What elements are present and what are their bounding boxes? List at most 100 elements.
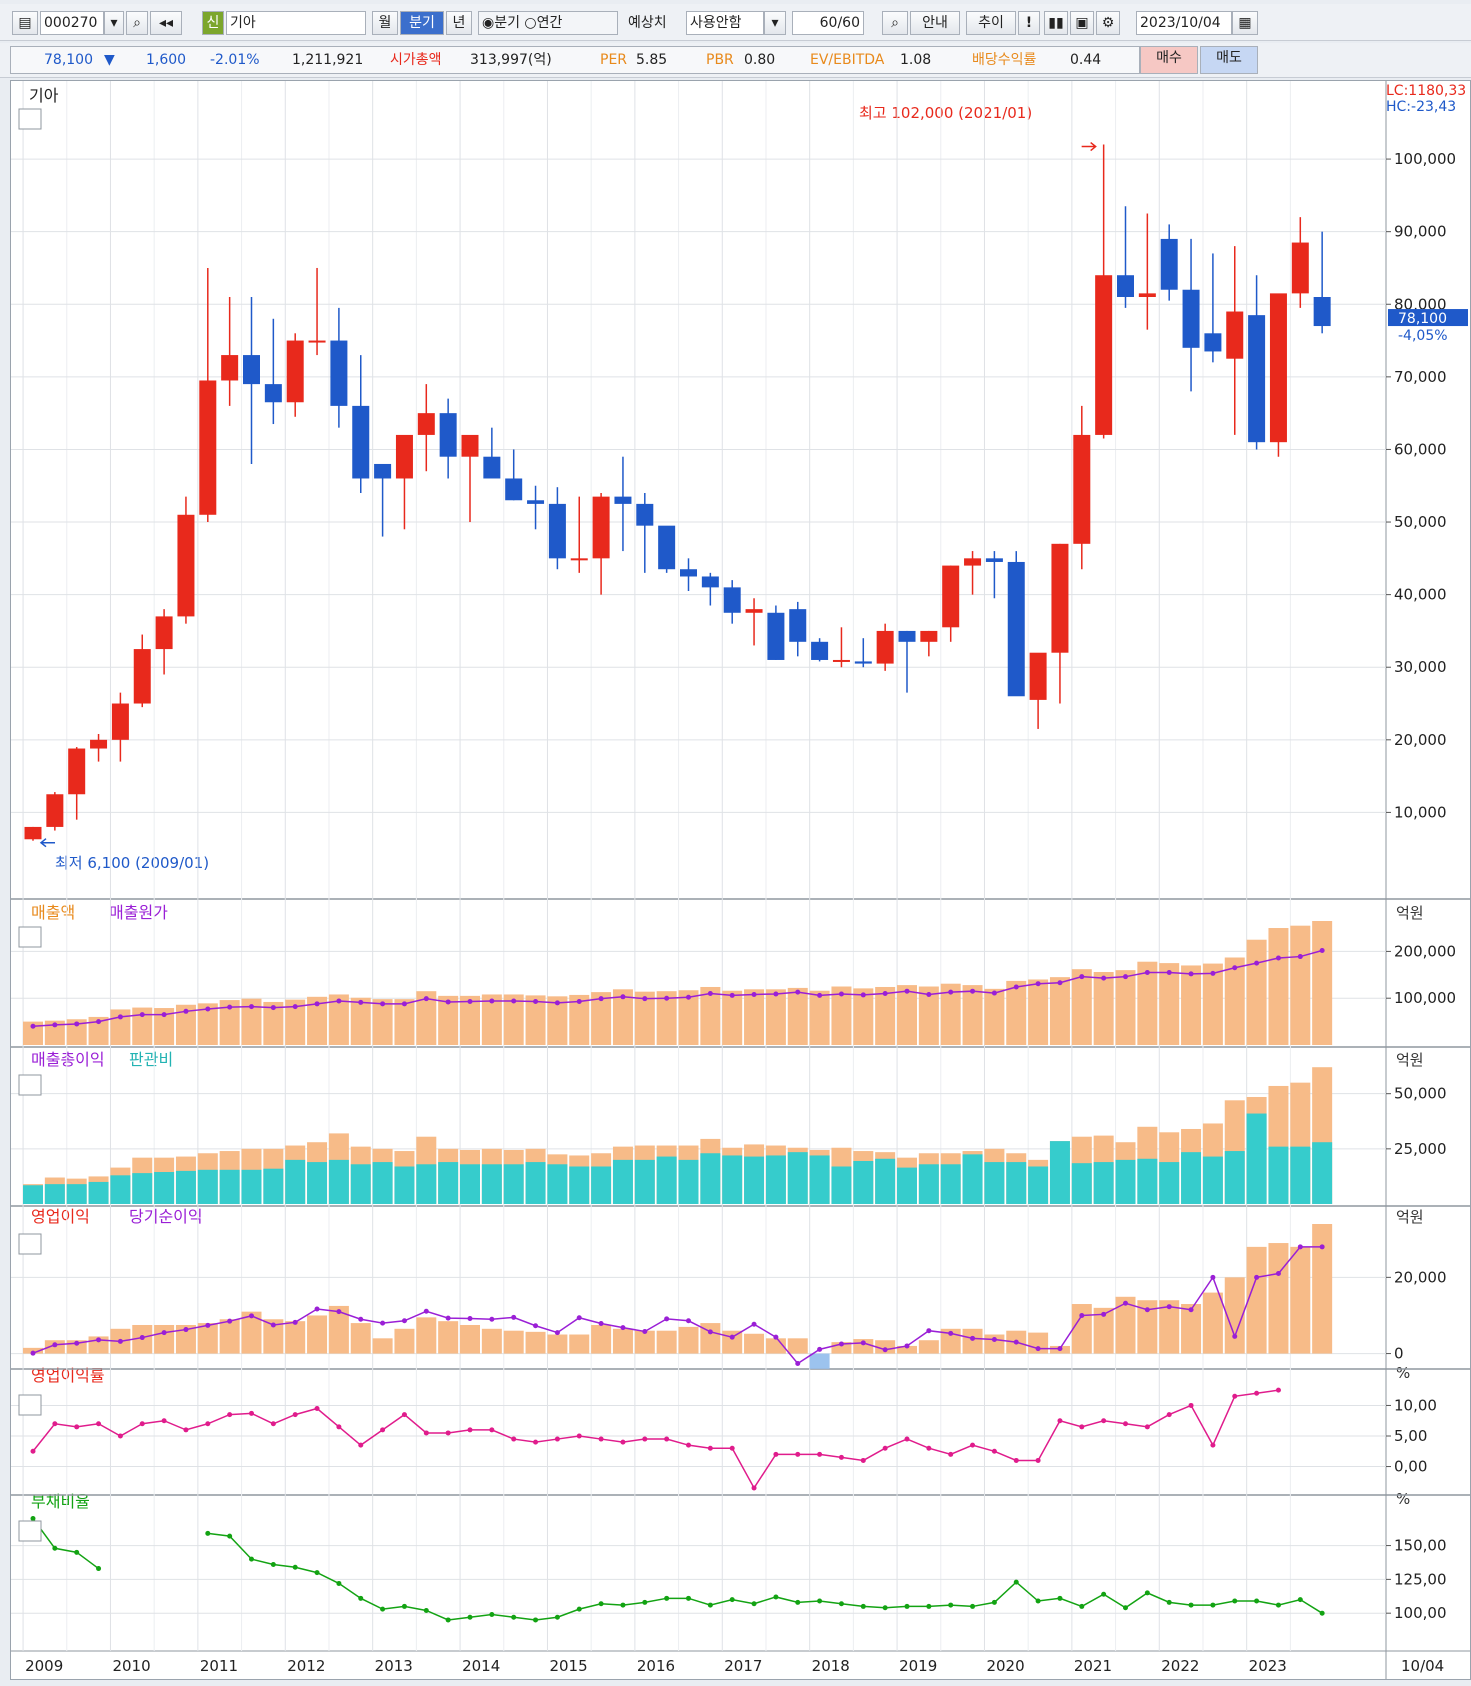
speaker-icon[interactable]: ◂◂	[150, 11, 182, 35]
dropdown-icon[interactable]: ▾	[104, 11, 124, 35]
chart-area[interactable]: 기아 매출액 매출원가 매출총이익 판관비 영업이익 당기순이익 영업이익률 부…	[10, 80, 1471, 1680]
op-bar	[962, 1328, 983, 1354]
high-arrow-icon	[1081, 141, 1097, 152]
y-tick-label: 150,00	[1394, 1537, 1447, 1555]
change-pct: -2.01%	[210, 52, 260, 68]
sga-bar	[656, 1156, 677, 1204]
candle-body	[920, 630, 938, 642]
net-income-point	[664, 1316, 670, 1322]
period-year-button[interactable]: 년	[446, 11, 472, 35]
period-month-button[interactable]: 월	[372, 11, 398, 35]
op-bar	[460, 1324, 480, 1354]
op-bar	[1224, 1277, 1245, 1354]
guide-button[interactable]: 안내	[910, 11, 960, 35]
sga-bar	[1071, 1163, 1092, 1204]
stock-name-input[interactable]: 기아	[226, 11, 366, 35]
table-icon	[18, 108, 42, 130]
cost-point	[817, 992, 823, 998]
y-tick-label: 50,000	[1394, 513, 1447, 531]
revenue-bar	[1071, 969, 1092, 1045]
op-bar	[1115, 1296, 1136, 1354]
y-tick-label: 20,000	[1394, 731, 1447, 749]
alert-button[interactable]: !	[1018, 11, 1040, 35]
net-income-point	[96, 1337, 102, 1343]
high-annotation: 최고 102,000 (2021/01)	[859, 104, 1032, 122]
revenue-bar	[372, 999, 393, 1045]
sga-bar	[241, 1169, 262, 1204]
indicator-icon[interactable]: ▮▮	[1044, 11, 1068, 35]
y-tick-label: 80,000	[1394, 295, 1447, 313]
x-tick-label: 2021	[1074, 1657, 1112, 1675]
chart-icon[interactable]: ▤	[12, 11, 38, 35]
candle-body	[155, 616, 173, 650]
revenue-bar	[1268, 928, 1289, 1045]
net-income-point	[948, 1330, 954, 1336]
calendar-icon[interactable]: ▦	[1232, 11, 1258, 35]
revenue-bar	[918, 986, 939, 1045]
chart-svg[interactable]: 기아 매출액 매출원가 매출총이익 판관비 영업이익 당기순이익 영업이익률 부…	[11, 81, 1470, 1679]
candle-body	[1073, 434, 1091, 544]
add-button[interactable]: 추이	[966, 11, 1016, 35]
radio-annual[interactable]: ○	[519, 15, 537, 31]
net-income-point	[1057, 1346, 1063, 1352]
save-icon[interactable]: ▣	[1070, 11, 1094, 35]
net-income-point	[554, 1330, 560, 1336]
cost-point	[314, 1001, 320, 1007]
gear-icon[interactable]: ⚙	[1096, 11, 1120, 35]
candle-body	[461, 434, 479, 457]
sga-bar	[1028, 1166, 1049, 1204]
y-tick-label: 40,000	[1394, 586, 1447, 604]
candle-body	[352, 405, 370, 479]
net-income-point	[751, 1321, 757, 1327]
revenue-bar	[612, 989, 633, 1045]
sell-button[interactable]: 매도	[1200, 46, 1258, 74]
cost-point	[183, 1008, 189, 1014]
cost-point	[554, 1000, 560, 1006]
new-badge[interactable]: 신	[202, 11, 224, 35]
stock-code-input[interactable]: 000270	[40, 11, 104, 35]
net-income-point	[1013, 1339, 1019, 1345]
revenue-bar	[656, 991, 677, 1045]
op-bar	[197, 1323, 218, 1354]
x-tick-label: 2016	[637, 1657, 675, 1675]
forecast-dropdown-icon[interactable]: ▾	[764, 11, 786, 35]
net-income-line	[32, 1246, 1323, 1365]
op-bar	[612, 1328, 633, 1354]
volume-value: 1,211,921	[292, 52, 364, 68]
op-margin-line	[32, 1389, 1279, 1490]
buy-button[interactable]: 매수	[1140, 46, 1198, 74]
cost-point	[1297, 954, 1303, 960]
candle-body	[701, 576, 719, 588]
x-tick-label: 2019	[899, 1657, 937, 1675]
search-icon[interactable]: ⌕	[126, 11, 148, 35]
op-bar	[350, 1323, 371, 1354]
sga-bar	[984, 1162, 1005, 1204]
op-bar	[1312, 1224, 1333, 1354]
candle-body	[1226, 311, 1244, 359]
sga-bar	[110, 1175, 131, 1204]
cost-point	[926, 991, 932, 997]
date-field[interactable]: 2023/10/04	[1136, 11, 1232, 35]
net-income-point	[52, 1342, 58, 1348]
cost-point	[74, 1021, 80, 1027]
candle-body	[658, 525, 676, 570]
zoom-icon[interactable]: ⌕	[882, 11, 908, 35]
count-field[interactable]: 60/60	[792, 11, 864, 35]
hc-label: HC:-23,43	[1386, 99, 1456, 115]
cost-point	[445, 999, 451, 1005]
net-income-point	[270, 1322, 276, 1328]
candle-body	[483, 456, 501, 479]
cost-point	[358, 999, 364, 1005]
net-income-point	[117, 1338, 123, 1344]
cost-point	[729, 992, 735, 998]
period-quarter-button[interactable]: 분기	[400, 11, 444, 35]
cost-point	[1210, 970, 1216, 976]
cost-point	[117, 1014, 123, 1020]
candle-body	[876, 630, 894, 664]
revenue-bar	[1202, 963, 1223, 1045]
op-bar	[831, 1342, 852, 1354]
forecast-select[interactable]: 사용안함	[686, 11, 764, 35]
cost-point	[249, 1004, 254, 1010]
net-income-point	[489, 1316, 495, 1322]
radio-quarter[interactable]: ◉	[482, 15, 495, 31]
